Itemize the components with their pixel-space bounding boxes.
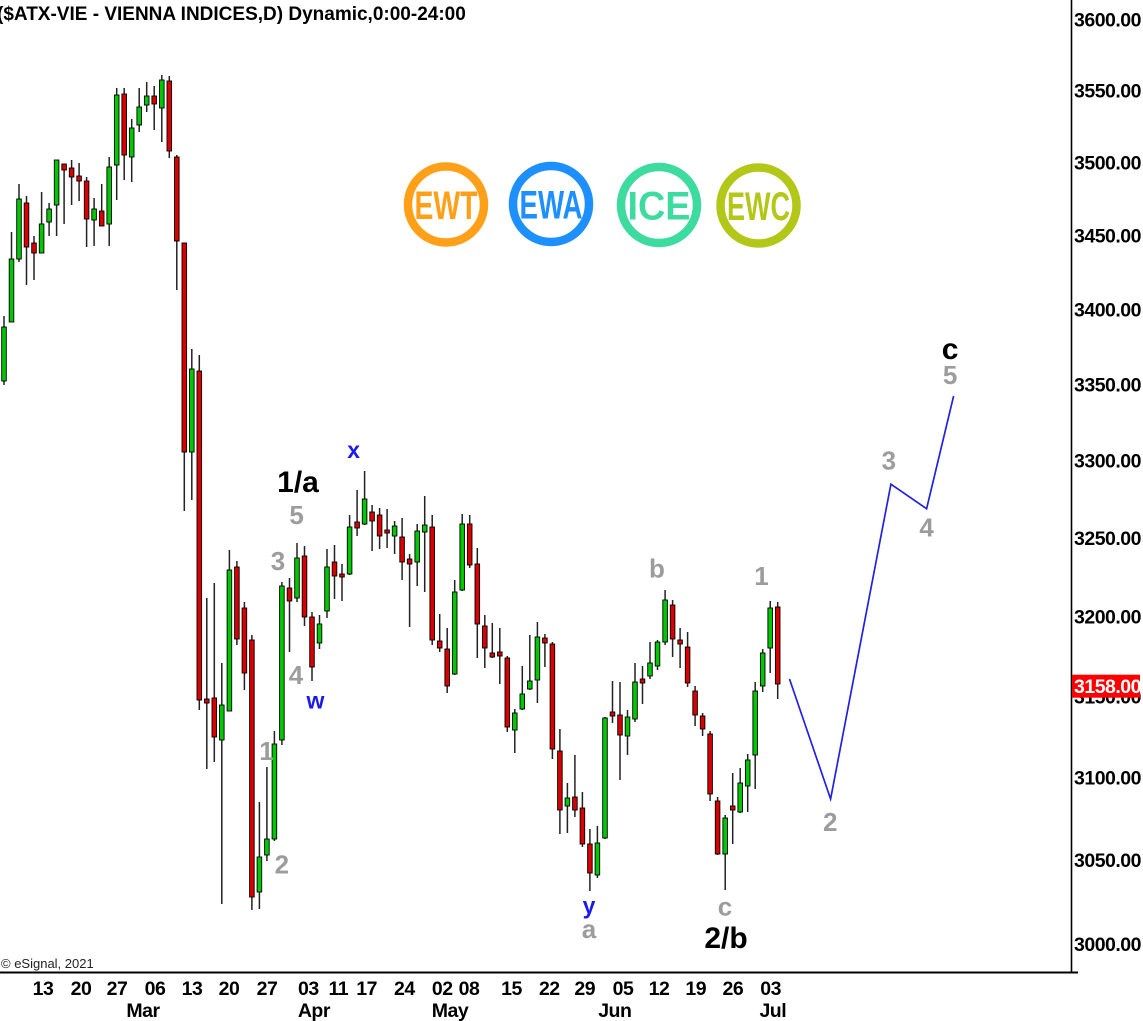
svg-text:13: 13 (33, 978, 54, 1000)
svg-text:5: 5 (943, 360, 957, 390)
svg-text:1/a: 1/a (277, 466, 319, 499)
svg-text:22: 22 (539, 978, 560, 1000)
svg-text:3450.00: 3450.00 (1074, 225, 1142, 247)
svg-text:4: 4 (919, 512, 934, 542)
svg-text:ICE: ICE (628, 185, 691, 229)
svg-text:Mar: Mar (126, 1000, 160, 1021)
svg-text:© eSignal, 2021: © eSignal, 2021 (1, 956, 94, 971)
svg-text:May: May (432, 1000, 469, 1021)
svg-text:a: a (582, 914, 597, 944)
svg-text:26: 26 (723, 978, 744, 1000)
svg-text:11: 11 (328, 978, 348, 1000)
svg-text:Jun: Jun (598, 1000, 631, 1021)
svg-text:06: 06 (145, 978, 166, 1000)
svg-text:3: 3 (882, 446, 896, 476)
svg-text:29: 29 (574, 978, 595, 1000)
svg-text:24: 24 (394, 978, 415, 1000)
svg-text:c: c (942, 333, 959, 366)
svg-text:3400.00: 3400.00 (1074, 299, 1142, 321)
svg-text:3300.00: 3300.00 (1074, 451, 1142, 473)
svg-text:3200.00: 3200.00 (1074, 607, 1142, 629)
svg-text:3158.00: 3158.00 (1074, 676, 1142, 698)
svg-text:2: 2 (275, 850, 289, 880)
svg-text:Apr: Apr (298, 1000, 331, 1021)
svg-text:4: 4 (289, 660, 304, 690)
svg-text:EWA: EWA (520, 184, 583, 228)
svg-text:03: 03 (760, 978, 781, 1000)
svg-text:3000.00: 3000.00 (1074, 934, 1142, 956)
svg-text:13: 13 (182, 978, 203, 1000)
svg-text:15: 15 (501, 978, 522, 1000)
svg-text:1: 1 (754, 561, 768, 591)
svg-text:3600.00: 3600.00 (1074, 10, 1142, 32)
svg-text:3050.00: 3050.00 (1074, 850, 1142, 872)
svg-text:3: 3 (271, 546, 285, 576)
svg-text:1: 1 (259, 736, 273, 766)
svg-text:x: x (347, 437, 360, 463)
svg-text:05: 05 (613, 978, 634, 1000)
svg-text:12: 12 (649, 978, 670, 1000)
svg-text:3100.00: 3100.00 (1074, 768, 1142, 790)
svg-text:EWT: EWT (415, 184, 478, 228)
svg-text:27: 27 (107, 978, 128, 1000)
svg-text:EWC: EWC (727, 185, 790, 229)
svg-text:2: 2 (823, 807, 837, 837)
svg-text:3500.00: 3500.00 (1074, 152, 1142, 174)
svg-text:c: c (718, 892, 732, 922)
svg-text:03: 03 (298, 978, 319, 1000)
svg-text:3550.00: 3550.00 (1074, 80, 1142, 102)
svg-text:27: 27 (257, 978, 278, 1000)
svg-text:19: 19 (685, 978, 706, 1000)
svg-text:5: 5 (289, 500, 303, 530)
svg-text:b: b (649, 554, 665, 584)
svg-text:3250.00: 3250.00 (1074, 528, 1142, 550)
svg-text:2/b: 2/b (704, 922, 747, 955)
svg-text:20: 20 (71, 978, 92, 1000)
svg-text:08: 08 (459, 978, 480, 1000)
svg-text:y: y (583, 893, 596, 919)
svg-text:w: w (305, 688, 324, 714)
svg-text:($ATX-VIE - VIENNA INDICES,D): ($ATX-VIE - VIENNA INDICES,D) Dynamic,0:… (0, 4, 466, 25)
svg-text:02: 02 (432, 978, 453, 1000)
svg-text:17: 17 (356, 978, 377, 1000)
svg-text:20: 20 (219, 978, 240, 1000)
svg-text:Jul: Jul (759, 1000, 786, 1021)
svg-text:3350.00: 3350.00 (1074, 374, 1142, 396)
